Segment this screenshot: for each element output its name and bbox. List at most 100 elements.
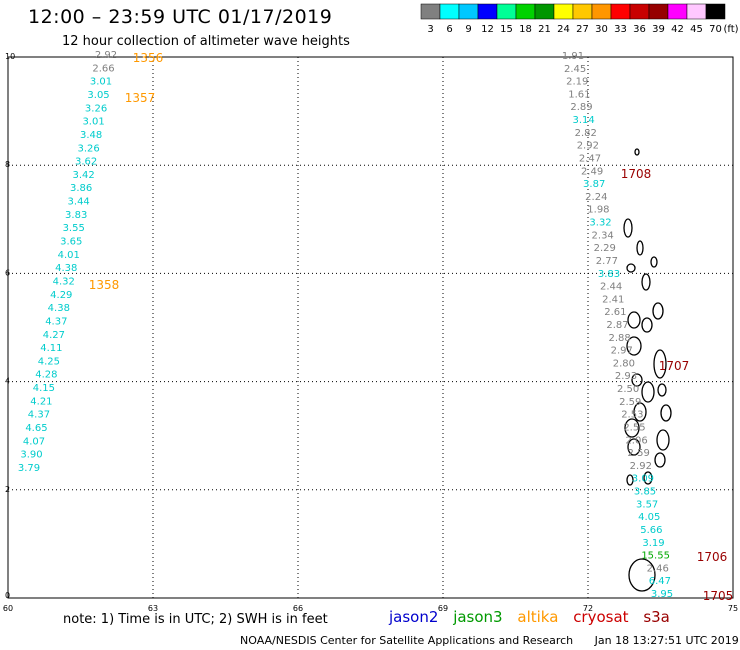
island-outline: [624, 418, 640, 438]
colorbar-label: 18: [519, 24, 532, 35]
page-title: 12:00 – 23:59 UTC 01/17/2019: [28, 6, 333, 28]
wave-height-label: 3.90: [20, 450, 42, 461]
wave-height-label: 3.65: [60, 237, 82, 248]
y-tick-label: 4: [5, 377, 10, 386]
wave-height-label: 2.59: [628, 448, 650, 459]
wave-height-label: 2.45: [564, 64, 586, 75]
island-outline: [626, 474, 634, 486]
island-outline: [626, 336, 642, 356]
wave-height-label: 3.05: [87, 90, 109, 101]
wave-height-label: 4.29: [50, 290, 72, 301]
colorbar-label: 36: [633, 24, 646, 35]
wave-height-label: 2.66: [92, 63, 114, 74]
island-outline: [643, 471, 653, 485]
wave-height-label: 2.46: [647, 563, 669, 574]
wave-height-label: 6.47: [649, 576, 671, 587]
island-outline: [657, 383, 667, 397]
units-note: note: 1) Time is in UTC; 2) SWH is in fe…: [63, 612, 328, 627]
wave-height-label: 2.44: [600, 282, 622, 293]
colorbar-label: 12: [481, 24, 494, 35]
wave-height-label: 4.32: [53, 276, 75, 287]
island-outline: [641, 317, 653, 333]
x-tick-label: 66: [293, 604, 303, 613]
x-tick-label: 72: [583, 604, 593, 613]
wave-height-label: 4.27: [43, 330, 65, 341]
x-tick-label: 69: [438, 604, 448, 613]
y-tick-label: 10: [5, 52, 15, 61]
wave-height-label: 3.79: [18, 463, 40, 474]
wave-height-label: 2.92: [577, 141, 599, 152]
island-outline: [654, 452, 666, 468]
island-outline: [653, 349, 667, 379]
wave-height-label: 2.41: [602, 294, 624, 305]
island-outline: [660, 404, 672, 422]
wave-height-label: 3.14: [572, 115, 594, 126]
wave-height-label: 1.98: [587, 205, 609, 216]
wave-height-label: 3.83: [65, 210, 87, 221]
wave-height-label: 4.38: [55, 263, 77, 274]
y-tick-label: 6: [5, 268, 10, 277]
wave-height-label: 2.47: [579, 153, 601, 164]
wave-height-label: 2.80: [613, 358, 635, 369]
island-outline: [650, 256, 658, 268]
wave-height-label: 2.49: [581, 166, 603, 177]
wave-height-label: 2.29: [594, 243, 616, 254]
island-outline: [634, 148, 640, 156]
wave-height-label: 3.62: [75, 157, 97, 168]
wave-height-label: 3.55: [63, 223, 85, 234]
wave-height-label: 2.24: [585, 192, 607, 203]
credit-timestamp: Jan 18 13:27:51 UTC 2019: [594, 634, 739, 647]
wave-height-label: 4.38: [48, 303, 70, 314]
x-tick-label: 75: [728, 604, 738, 613]
wave-height-label: 5.66: [640, 525, 662, 536]
wave-height-label: 2.93: [615, 371, 637, 382]
island-outline: [652, 302, 664, 320]
colorbar-label: 24: [557, 24, 570, 35]
x-tick-label: 60: [3, 604, 13, 613]
colorbar-label: 30: [595, 24, 608, 35]
wave-height-label: 2.19: [566, 77, 588, 88]
wave-height-label: 4.37: [28, 410, 50, 421]
colorbar-label: (ft): [723, 24, 738, 35]
island-outline: [633, 402, 647, 422]
wave-height-label: 2.59: [619, 397, 641, 408]
wave-height-label: 2.77: [596, 256, 618, 267]
pass-time-label: 1357: [125, 91, 156, 105]
pass-time-label: 1358: [89, 278, 120, 292]
wave-height-label: 4.37: [45, 316, 67, 327]
satellite-cryosat: cryosat: [573, 608, 629, 626]
wave-height-label: 4.05: [638, 512, 660, 523]
wave-height-label: 3.86: [70, 183, 92, 194]
wave-height-label: 15.55: [641, 551, 670, 562]
colorbar-label: 33: [614, 24, 627, 35]
wave-height-label: 2.89: [570, 102, 592, 113]
wave-height-label: 3.26: [77, 143, 99, 154]
colorbar-label: 21: [538, 24, 551, 35]
wave-height-label: 2.92: [630, 461, 652, 472]
island-outline: [627, 311, 641, 329]
credit-org: NOAA/NESDIS Center for Satellite Applica…: [240, 634, 574, 647]
x-tick-label: 63: [148, 604, 158, 613]
wave-height-label: 2.06: [625, 435, 647, 446]
wave-height-label: 2.34: [592, 230, 614, 241]
page-subtitle: 12 hour collection of altimeter wave hei…: [62, 34, 350, 49]
colorbar-label: 39: [652, 24, 665, 35]
wave-height-label: 4.21: [30, 396, 52, 407]
wave-height-label: 3.48: [80, 130, 102, 141]
island-outline: [628, 558, 656, 592]
wave-height-label: 2.82: [575, 128, 597, 139]
pass-time-label: 1706: [697, 550, 728, 564]
wave-height-label: 3.85: [634, 487, 656, 498]
wave-height-color-legend: 3 6 9 12 15 18 21 24 27 30 33 36 39 42 45 70 (ft): [420, 3, 739, 35]
y-tick-label: 0: [5, 591, 10, 600]
satellite-jason2: jason2: [389, 608, 439, 626]
wave-height-label: 3.57: [636, 499, 658, 510]
wave-height-label: 2.50: [617, 384, 639, 395]
wave-height-label: 3.87: [583, 179, 605, 190]
satellite-jason3: jason3: [453, 608, 503, 626]
satellite-altika: altika: [517, 608, 559, 626]
island-outline: [631, 373, 643, 387]
wave-height-label: 3.26: [85, 103, 107, 114]
wave-height-label: 4.11: [40, 343, 62, 354]
